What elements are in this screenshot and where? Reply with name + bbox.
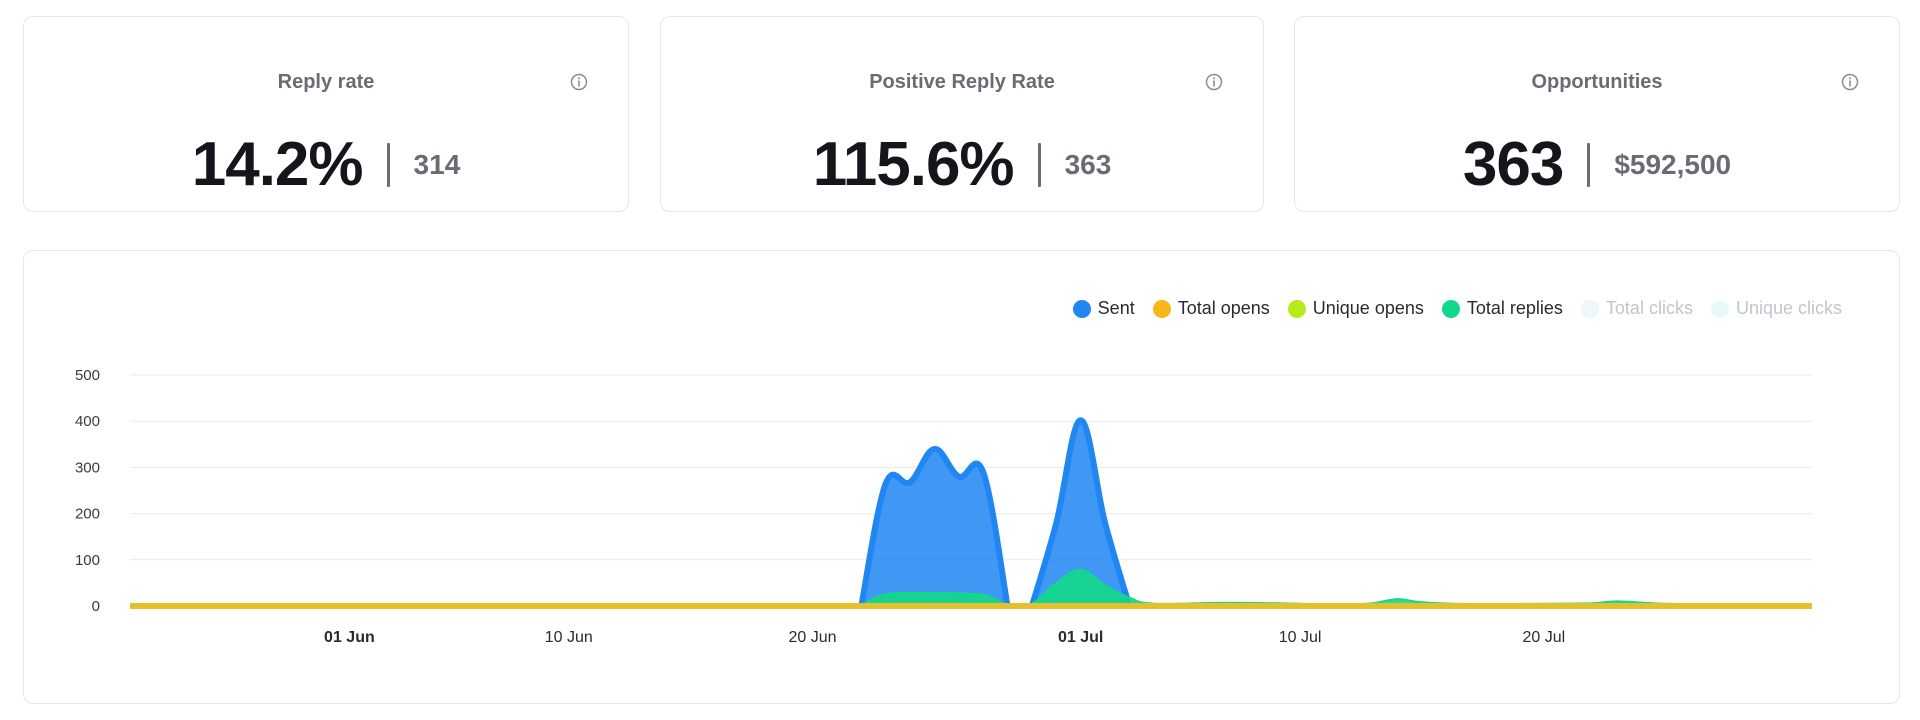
y-tick-label: 300	[75, 459, 100, 476]
sent-area	[861, 448, 1008, 606]
y-tick-label: 200	[75, 506, 100, 523]
positive-reply-count: 363	[1064, 148, 1112, 180]
legend-item-total-opens[interactable]: Total opens	[1152, 298, 1270, 319]
x-tick-label: 10 Jul	[1279, 629, 1322, 646]
legend-dot	[1441, 299, 1460, 318]
legend-label: Total replies	[1466, 298, 1563, 318]
y-tick-label: 100	[75, 552, 100, 569]
y-tick-label: 0	[92, 598, 100, 615]
opportunities-value: $592,500	[1614, 148, 1732, 180]
legend-label: Sent	[1097, 298, 1135, 318]
positive-reply-rate-value: 115.6%	[812, 130, 1015, 199]
reply-rate-title: Reply rate	[277, 71, 375, 93]
sent-area	[1031, 420, 1130, 606]
legend-dot	[1072, 299, 1091, 318]
legend-item-total-replies[interactable]: Total replies	[1441, 298, 1563, 319]
legend-item-sent[interactable]: Sent	[1072, 298, 1135, 319]
reply-rate-card: Reply rate 14.2% 314	[23, 16, 629, 212]
info-icon[interactable]	[570, 73, 588, 91]
legend-dot	[1152, 299, 1171, 318]
legend-dot	[1710, 299, 1729, 318]
x-tick-label: 20 Jun	[789, 629, 837, 646]
total-replies-area	[861, 569, 1812, 607]
divider	[386, 142, 390, 187]
legend-item-unique-clicks[interactable]: Unique clicks	[1710, 298, 1842, 319]
y-tick-label: 500	[75, 367, 100, 384]
legend-label: Unique clicks	[1735, 298, 1842, 318]
legend-item-total-clicks[interactable]: Total clicks	[1580, 298, 1693, 319]
chart-legend: Sent Total opens Unique opens Total repl…	[1072, 298, 1842, 319]
info-icon[interactable]	[1841, 73, 1859, 91]
chart-areas	[130, 417, 1813, 609]
legend-label: Total opens	[1177, 298, 1270, 318]
legend-dot	[1287, 299, 1306, 318]
chart-axes: 0 100 200 300 400 500 01 Jun 10 Jun 20 Jun 01 Jul…	[75, 367, 1565, 646]
legend-label: Unique opens	[1312, 298, 1424, 318]
opportunities-card: Opportunities 363 $592,500	[1294, 16, 1900, 212]
legend-item-unique-opens[interactable]: Unique opens	[1287, 298, 1424, 319]
x-tick-label: 10 Jun	[545, 629, 593, 646]
reply-count: 314	[413, 148, 461, 180]
x-tick-label: 01 Jul	[1058, 629, 1103, 646]
x-tick-label: 20 Jul	[1523, 629, 1566, 646]
x-tick-label: 01 Jun	[324, 629, 375, 646]
legend-label: Total clicks	[1605, 298, 1693, 318]
opportunities-title: Opportunities	[1531, 71, 1663, 93]
opportunities-count: 363	[1462, 130, 1564, 199]
y-tick-label: 400	[75, 413, 100, 430]
divider	[1037, 142, 1041, 187]
reply-rate-value: 14.2%	[191, 130, 364, 199]
positive-reply-rate-card: Positive Reply Rate 115.6% 363	[660, 16, 1264, 212]
positive-reply-rate-title: Positive Reply Rate	[869, 71, 1055, 93]
divider	[1587, 142, 1591, 187]
sent-line	[1029, 417, 1133, 607]
sent-line	[858, 445, 1011, 607]
info-icon[interactable]	[1205, 73, 1223, 91]
legend-dot	[1580, 299, 1599, 318]
